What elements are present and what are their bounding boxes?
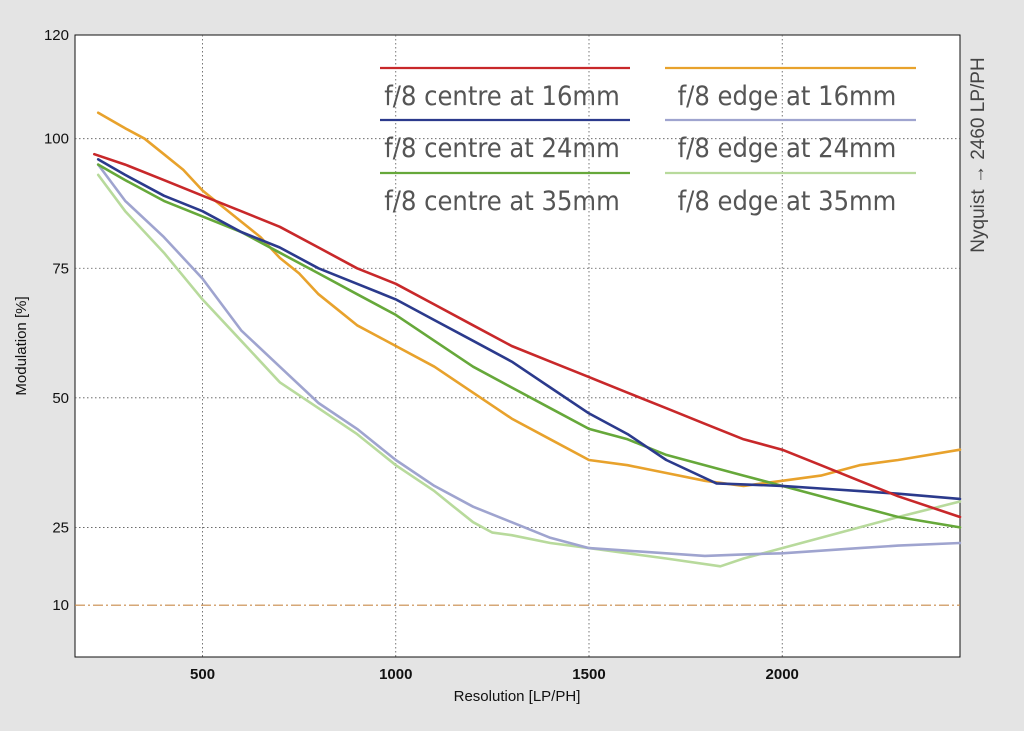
- legend-label: f/8 centre at 16mm: [384, 81, 620, 112]
- y-tick-label: 120: [44, 27, 69, 44]
- y-tick-label: 25: [52, 519, 69, 536]
- plot-area: [74, 34, 961, 658]
- x-tick-label: 1500: [572, 666, 605, 683]
- y-tick-label: 75: [52, 260, 69, 277]
- y-axis-label: Modulation [%]: [13, 296, 30, 395]
- legend-label: f/8 centre at 35mm: [384, 186, 620, 217]
- legend-label: f/8 centre at 24mm: [384, 133, 620, 164]
- x-tick-label: 1000: [379, 666, 412, 683]
- grid-lines: [75, 35, 960, 657]
- y-tick-label: 50: [52, 390, 69, 407]
- series-line-2: [96, 163, 962, 529]
- legend: f/8 centre at 16mm f/8 centre at 24mm f/8 …: [380, 66, 916, 217]
- legend-label: f/8 edge at 16mm: [678, 81, 897, 112]
- x-tick-labels: 500 1000 1500 2000: [190, 666, 799, 683]
- y-tick-labels: 10 25 50 75 100 120: [44, 27, 69, 614]
- series-line-1: [96, 158, 962, 501]
- x-tick-label: 500: [190, 666, 215, 683]
- x-axis-label: Resolution [LP/PH]: [454, 688, 581, 705]
- legend-label: f/8 edge at 35mm: [678, 186, 897, 217]
- nyquist-label: Nyquist → 2460 LP/PH: [968, 57, 989, 252]
- x-tick-label: 2000: [766, 666, 799, 683]
- legend-label: f/8 edge at 24mm: [678, 133, 897, 164]
- series-line-0: [93, 152, 962, 519]
- series-line-5: [96, 173, 962, 568]
- y-tick-label: 10: [52, 597, 69, 614]
- y-tick-label: 100: [44, 131, 69, 148]
- series-line-4: [96, 163, 962, 558]
- series-lines: [93, 111, 962, 568]
